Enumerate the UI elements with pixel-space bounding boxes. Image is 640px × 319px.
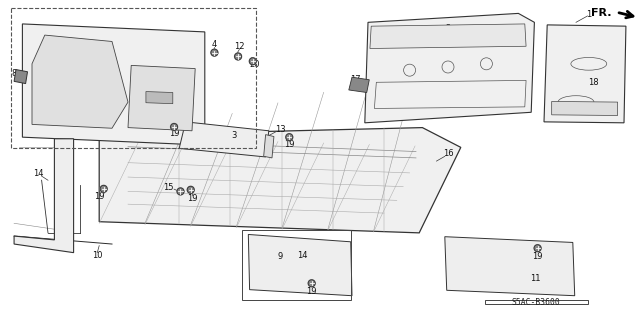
Circle shape [250,58,256,65]
Polygon shape [370,24,526,48]
Circle shape [171,123,177,130]
Text: 7: 7 [156,84,161,93]
Text: 1: 1 [586,10,591,19]
Text: 4: 4 [212,40,217,48]
Polygon shape [365,13,534,123]
Text: 6: 6 [83,85,88,94]
Text: 16: 16 [443,149,453,158]
Polygon shape [445,237,575,296]
Text: 19: 19 [284,140,294,149]
Text: FR.: FR. [591,8,612,18]
Polygon shape [544,25,626,123]
Circle shape [100,185,107,192]
Text: 5: 5 [154,101,159,110]
Text: 17: 17 [350,75,360,84]
Polygon shape [14,70,28,84]
Text: 2: 2 [445,24,451,33]
Text: 9: 9 [277,252,282,261]
Text: 15: 15 [163,183,173,192]
Text: 19: 19 [169,130,179,138]
Text: 20: 20 [250,60,260,69]
Text: 19: 19 [187,194,197,203]
Text: 19: 19 [532,252,543,261]
Polygon shape [14,139,74,253]
Text: 19: 19 [94,192,104,201]
Text: 19: 19 [307,287,317,296]
Text: 10: 10 [92,251,102,260]
Polygon shape [349,77,369,93]
Polygon shape [146,92,173,104]
Circle shape [177,188,184,195]
Text: S5AC-B3600: S5AC-B3600 [512,298,561,307]
Text: 14: 14 [297,251,307,260]
Bar [242,230,351,300]
Bar [11,8,256,148]
Polygon shape [264,135,274,158]
Circle shape [308,280,315,287]
Polygon shape [128,65,195,131]
Circle shape [286,134,292,141]
Polygon shape [32,35,128,128]
Text: 18: 18 [588,78,598,87]
Polygon shape [248,234,352,296]
Polygon shape [179,122,269,157]
Polygon shape [99,128,461,233]
Circle shape [211,49,218,56]
Polygon shape [552,101,618,115]
Circle shape [235,53,241,60]
Text: 13: 13 [275,125,285,134]
Text: 3: 3 [231,131,236,140]
Text: 14: 14 [33,169,44,178]
Text: 11: 11 [531,274,541,283]
Text: 8: 8 [12,69,17,78]
Circle shape [534,245,541,252]
Text: 12: 12 [234,42,244,51]
Circle shape [188,186,194,193]
Polygon shape [22,24,205,145]
